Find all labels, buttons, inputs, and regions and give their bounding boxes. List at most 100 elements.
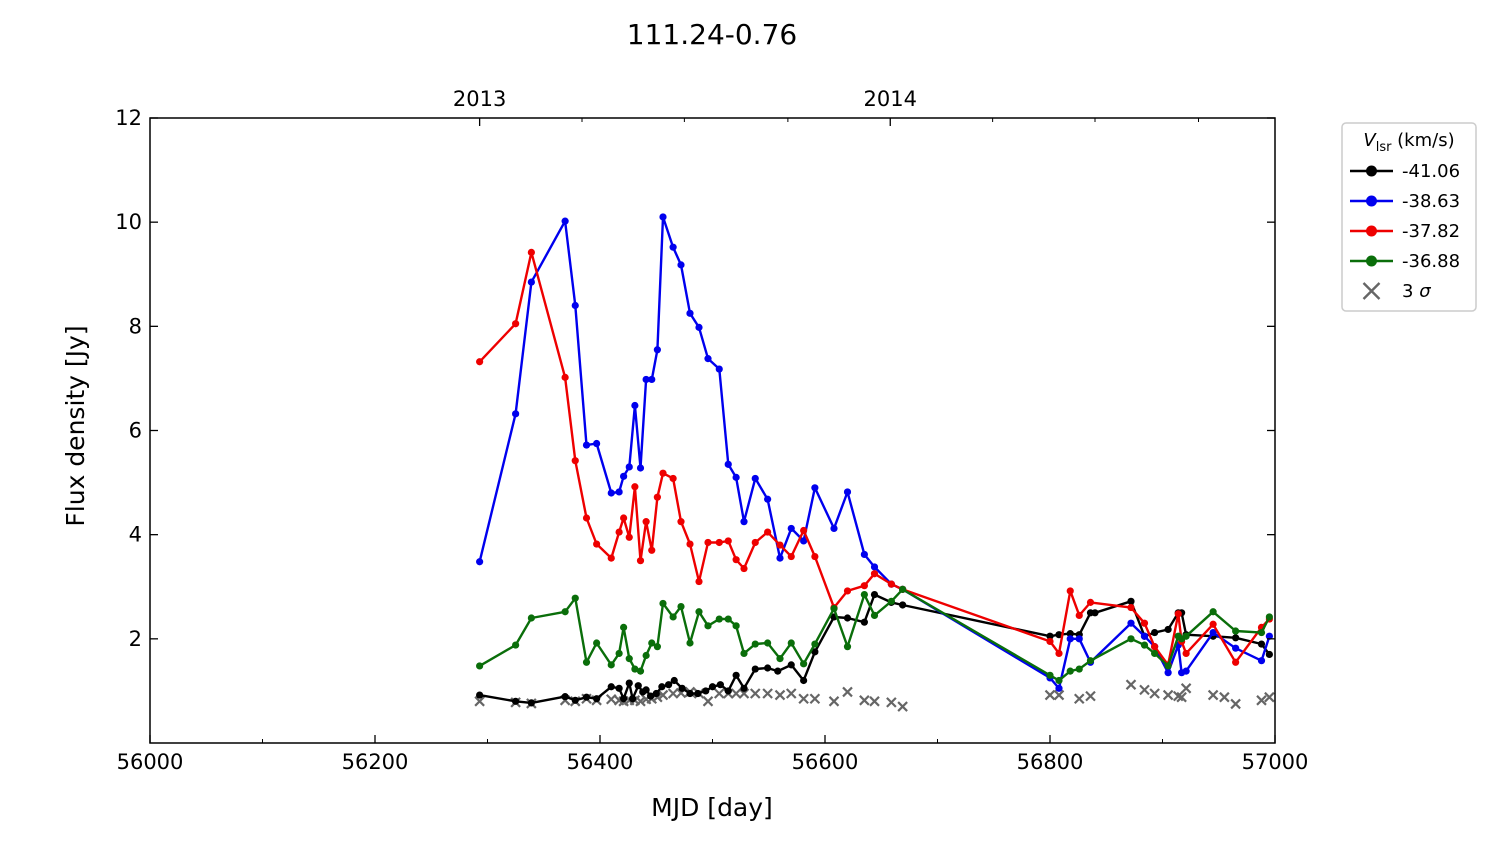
series-point bbox=[1066, 587, 1074, 595]
chart-title: 111.24-0.76 bbox=[627, 18, 797, 51]
series-point bbox=[629, 695, 637, 703]
threshold-marker bbox=[1125, 679, 1137, 690]
threshold-marker bbox=[1085, 690, 1096, 702]
threshold-marker bbox=[1256, 695, 1267, 706]
series-point bbox=[686, 309, 694, 317]
threshold-marker bbox=[1230, 698, 1241, 710]
series-point bbox=[625, 655, 633, 663]
series-point bbox=[620, 623, 628, 631]
series-point bbox=[636, 667, 645, 675]
top-tick-label: 2013 bbox=[453, 87, 506, 111]
series-point bbox=[527, 248, 535, 256]
series-point bbox=[1140, 632, 1149, 640]
series-point bbox=[636, 557, 645, 565]
series-point bbox=[669, 243, 677, 251]
series-point bbox=[1075, 611, 1083, 619]
threshold-marker bbox=[702, 696, 714, 707]
legend-title-unit: (km/s) bbox=[1391, 130, 1454, 151]
y-axis-label: Flux density [Jy] bbox=[61, 325, 90, 526]
series-point bbox=[800, 537, 808, 545]
series-point bbox=[593, 439, 601, 448]
series-point bbox=[561, 608, 569, 616]
series-point bbox=[1127, 597, 1135, 605]
series-point bbox=[724, 687, 732, 695]
series-point bbox=[695, 577, 703, 586]
threshold-marker bbox=[1180, 683, 1192, 694]
series-point bbox=[625, 463, 633, 471]
threshold-marker bbox=[1053, 689, 1065, 701]
series-point bbox=[843, 643, 852, 651]
x-tick-label: 56200 bbox=[342, 750, 409, 774]
series-point bbox=[593, 540, 601, 548]
series-point bbox=[647, 692, 655, 700]
series-point bbox=[830, 605, 838, 613]
series-point bbox=[811, 648, 819, 656]
series-point bbox=[527, 699, 535, 707]
threshold-marker bbox=[738, 688, 750, 699]
threshold-marker bbox=[897, 701, 908, 712]
series-point bbox=[593, 639, 601, 647]
series-point bbox=[870, 563, 879, 571]
series-point bbox=[582, 693, 591, 701]
series-point bbox=[787, 661, 795, 669]
threshold-marker bbox=[1172, 690, 1184, 702]
series-point bbox=[899, 585, 907, 593]
series-point bbox=[1055, 649, 1063, 658]
series-point bbox=[1209, 620, 1217, 628]
series-point bbox=[1127, 619, 1135, 627]
series-point bbox=[860, 590, 868, 599]
threshold-marker bbox=[798, 693, 809, 705]
series-point bbox=[678, 684, 686, 692]
plot-frame bbox=[149, 117, 1276, 744]
series-point bbox=[787, 639, 795, 647]
series-point bbox=[1257, 657, 1266, 665]
series-point bbox=[1209, 628, 1217, 637]
series-point bbox=[615, 528, 623, 536]
threshold-marker bbox=[749, 688, 761, 699]
series-point bbox=[724, 537, 732, 545]
series-point bbox=[686, 689, 694, 698]
series-point bbox=[732, 473, 740, 481]
series-point bbox=[1140, 619, 1149, 627]
series-point bbox=[593, 695, 601, 703]
series-point bbox=[1055, 631, 1063, 639]
series-point bbox=[860, 550, 868, 559]
threshold-marker bbox=[1176, 691, 1187, 703]
series-point bbox=[764, 639, 772, 647]
series-point bbox=[694, 689, 702, 698]
series-point bbox=[708, 683, 717, 691]
legend-label: -36.88 bbox=[1402, 251, 1460, 272]
legend-marker bbox=[1366, 255, 1377, 267]
series-line bbox=[479, 593, 1271, 705]
legend-marker bbox=[1366, 225, 1377, 237]
series-point bbox=[695, 608, 703, 616]
series-point bbox=[615, 684, 623, 692]
series-point bbox=[607, 554, 615, 562]
threshold-marker bbox=[730, 688, 742, 699]
legend: Vlsr (km/s) -41.06 -38.63 -37.82 -36.88 3 σ bbox=[1341, 122, 1477, 312]
series-point bbox=[677, 518, 685, 526]
series-point bbox=[860, 618, 868, 626]
series-point bbox=[625, 679, 633, 687]
legend-label: -38.63 bbox=[1402, 191, 1460, 212]
series-point bbox=[702, 687, 710, 695]
series-point bbox=[476, 558, 484, 566]
series-point bbox=[1164, 625, 1172, 634]
threshold-marker bbox=[842, 686, 853, 698]
series-point bbox=[670, 676, 678, 685]
legend-threshold-marker bbox=[1362, 282, 1381, 300]
y-tick-label: 6 bbox=[129, 419, 142, 443]
x-axis-label: MJD [day] bbox=[651, 793, 773, 822]
series-point bbox=[740, 684, 748, 692]
series-point bbox=[776, 554, 784, 562]
series-point bbox=[1075, 665, 1083, 673]
x-tick-label: 56400 bbox=[567, 750, 634, 774]
series-point bbox=[724, 460, 732, 468]
series-point bbox=[686, 639, 694, 647]
plot-area bbox=[474, 213, 1275, 712]
series-point bbox=[476, 691, 484, 699]
threshold-marker bbox=[1219, 691, 1230, 703]
series-point bbox=[811, 484, 819, 492]
series-point bbox=[653, 493, 661, 501]
threshold-marker bbox=[809, 693, 821, 705]
